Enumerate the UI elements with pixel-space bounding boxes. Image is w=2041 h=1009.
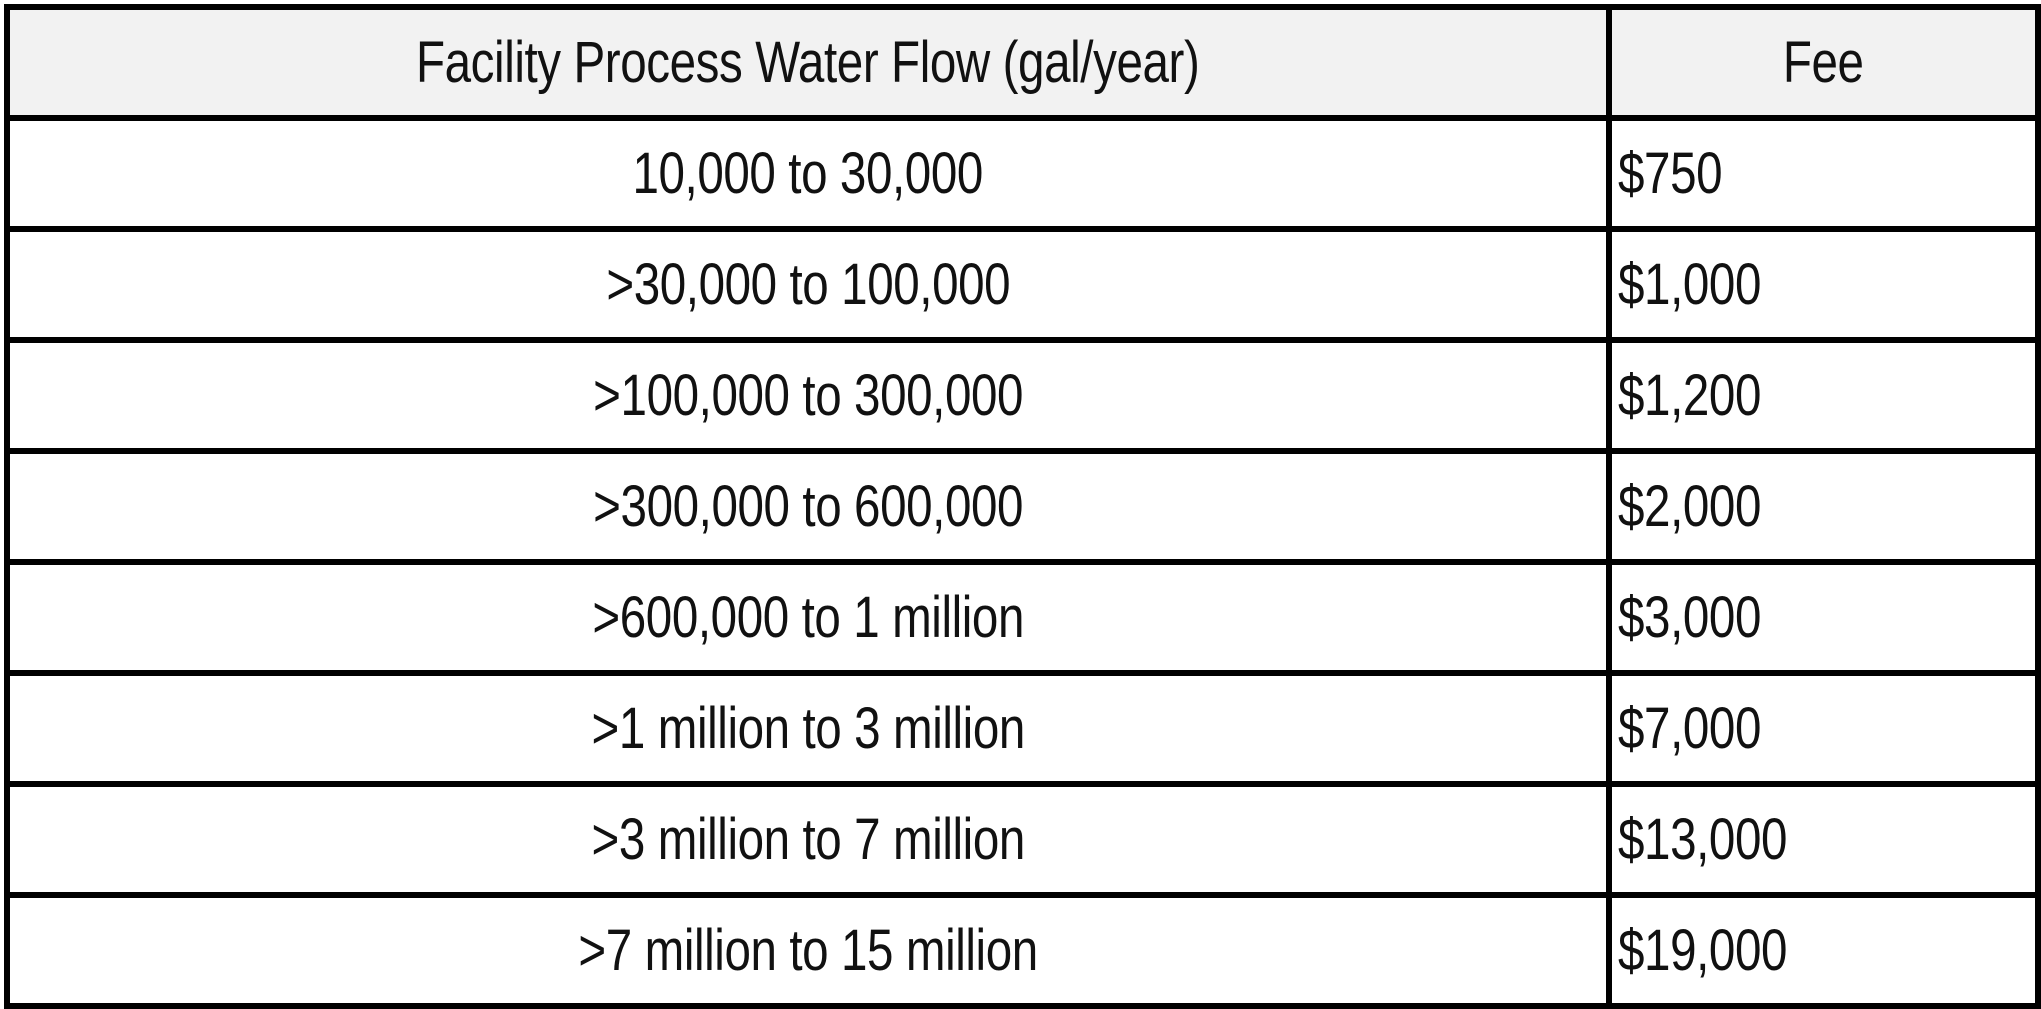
fee-cell: $7,000 xyxy=(1606,670,2041,787)
fee-value: $1,200 xyxy=(1618,362,1762,428)
flow-value: >30,000 to 100,000 xyxy=(606,251,1010,317)
flow-value: >100,000 to 300,000 xyxy=(593,362,1023,428)
table-row: >3 million to 7 million $13,000 xyxy=(4,781,2041,898)
fee-value: $19,000 xyxy=(1618,917,1788,983)
fee-cell: $2,000 xyxy=(1606,448,2041,565)
fee-cell: $13,000 xyxy=(1606,781,2041,898)
fee-cell: $3,000 xyxy=(1606,559,2041,676)
fee-cell: $1,000 xyxy=(1606,226,2041,343)
header-fee: Fee xyxy=(1606,4,2041,121)
header-row: Facility Process Water Flow (gal/year) F… xyxy=(4,4,2041,121)
table-body: 10,000 to 30,000 $750 >30,000 to 100,000… xyxy=(4,115,2041,1009)
table-row: >300,000 to 600,000 $2,000 xyxy=(4,448,2041,565)
fee-value: $1,000 xyxy=(1618,251,1762,317)
table-row: >100,000 to 300,000 $1,200 xyxy=(4,337,2041,454)
header-flow: Facility Process Water Flow (gal/year) xyxy=(4,4,1612,121)
flow-cell: >30,000 to 100,000 xyxy=(4,226,1612,343)
flow-value: 10,000 to 30,000 xyxy=(632,140,984,206)
fee-cell: $1,200 xyxy=(1606,337,2041,454)
fee-value: $3,000 xyxy=(1618,584,1762,650)
fee-schedule-table: Facility Process Water Flow (gal/year) F… xyxy=(4,4,2041,1009)
table-row: >30,000 to 100,000 $1,000 xyxy=(4,226,2041,343)
fee-value: $750 xyxy=(1618,140,1723,206)
flow-value: >300,000 to 600,000 xyxy=(593,473,1023,539)
header-fee-label: Fee xyxy=(1783,29,1864,95)
header-flow-label: Facility Process Water Flow (gal/year) xyxy=(416,29,1200,95)
flow-value: >3 million to 7 million xyxy=(591,806,1025,872)
table-row: >1 million to 3 million $7,000 xyxy=(4,670,2041,787)
fee-cell: $19,000 xyxy=(1606,892,2041,1009)
fee-value: $7,000 xyxy=(1618,695,1762,761)
table-header: Facility Process Water Flow (gal/year) F… xyxy=(4,4,2041,121)
fee-value: $13,000 xyxy=(1618,806,1788,872)
flow-cell: >600,000 to 1 million xyxy=(4,559,1612,676)
table-row: >7 million to 15 million $19,000 xyxy=(4,892,2041,1009)
table-row: >600,000 to 1 million $3,000 xyxy=(4,559,2041,676)
flow-value: >7 million to 15 million xyxy=(578,917,1038,983)
table-row: 10,000 to 30,000 $750 xyxy=(4,115,2041,232)
flow-value: >1 million to 3 million xyxy=(591,695,1025,761)
fee-cell: $750 xyxy=(1606,115,2041,232)
flow-cell: >300,000 to 600,000 xyxy=(4,448,1612,565)
flow-value: >600,000 to 1 million xyxy=(592,584,1024,650)
flow-cell: 10,000 to 30,000 xyxy=(4,115,1612,232)
flow-cell: >100,000 to 300,000 xyxy=(4,337,1612,454)
fee-value: $2,000 xyxy=(1618,473,1762,539)
flow-cell: >1 million to 3 million xyxy=(4,670,1612,787)
flow-cell: >7 million to 15 million xyxy=(4,892,1612,1009)
flow-cell: >3 million to 7 million xyxy=(4,781,1612,898)
